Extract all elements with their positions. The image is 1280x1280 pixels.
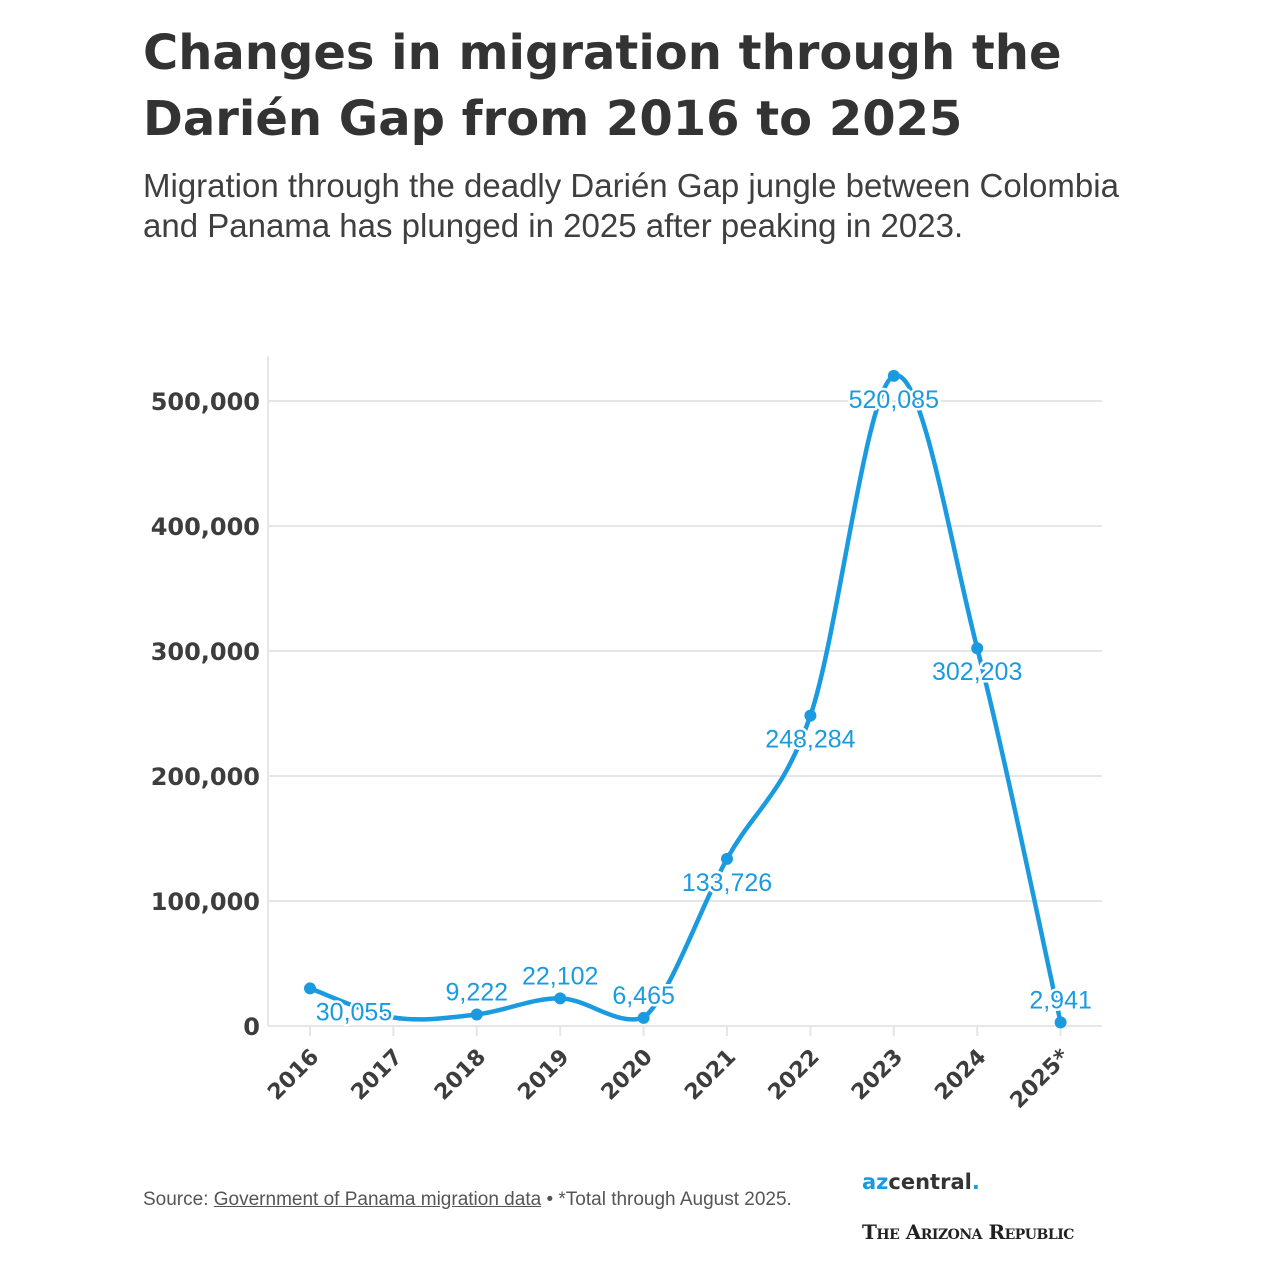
y-tick-label: 500,000 (151, 388, 260, 416)
x-tick-label: 2019 (513, 1045, 574, 1106)
y-tick-label: 0 (243, 1013, 260, 1041)
data-label: 30,055 (316, 998, 392, 1026)
x-axis-ticks: 2016 2017 2018 2019 2020 2021 2022 2023 2024 2025… (263, 1026, 1075, 1114)
source-prefix: Source: (143, 1189, 214, 1210)
data-point (637, 1011, 650, 1024)
x-tick-label: 2017 (347, 1045, 408, 1106)
logo-az: az (862, 1170, 889, 1194)
y-tick-label: 300,000 (151, 638, 260, 666)
x-tick-label: 2020 (597, 1045, 658, 1106)
y-axis-ticks: 0 100,000 200,000 300,000 400,000 500,000 (151, 388, 260, 1041)
data-label: 6,465 (612, 982, 675, 1010)
chart-subtitle: Migration through the deadly Darién Gap … (143, 167, 1119, 244)
source-link[interactable]: Government of Panama migration data (213, 1189, 542, 1210)
x-tick-label: 2018 (430, 1045, 491, 1106)
data-label: 248,284 (765, 726, 855, 754)
data-label: 9,222 (446, 978, 509, 1006)
data-point (721, 852, 733, 865)
data-point (804, 709, 817, 722)
series-line (307, 373, 1063, 1025)
azcentral-logo: azcentral. (862, 1170, 980, 1194)
chart-title: Changes in migration through the Darién … (143, 25, 1062, 147)
footnote: • *Total through August 2025. (541, 1189, 792, 1210)
data-label: 2,941 (1029, 986, 1092, 1014)
x-tick-label: 2023 (847, 1045, 908, 1106)
data-point (304, 982, 316, 995)
y-tick-label: 400,000 (151, 513, 260, 541)
data-label: 302,203 (932, 658, 1022, 686)
data-point (1054, 1016, 1067, 1029)
y-tick-label: 100,000 (151, 888, 260, 916)
data-point (554, 992, 567, 1005)
logo-central: central (888, 1170, 972, 1194)
source-note: Source: Government of Panama migration d… (143, 1186, 803, 1214)
arizona-republic-logo: The Arizona Republic (862, 1220, 1074, 1244)
data-label: 520,085 (849, 386, 939, 414)
x-tick-label: 2022 (764, 1045, 825, 1106)
x-tick-label: 2024 (930, 1045, 991, 1106)
x-tick-label: 2021 (680, 1045, 741, 1106)
y-tick-label: 200,000 (151, 763, 260, 791)
x-tick-label: 2016 (263, 1045, 324, 1106)
grid-lines (267, 356, 1102, 1027)
data-point (887, 369, 900, 382)
data-label: 133,726 (682, 869, 772, 897)
data-labels: 30,055 9,222 22,102 6,465 133,726 248,284 520,… (313, 383, 1094, 1029)
line-chart: 0 100,000 200,000 300,000 400,000 500,000 201… (151, 356, 1102, 1114)
data-points (304, 369, 1067, 1029)
data-point (470, 1008, 483, 1021)
x-tick-label: 2025* (1006, 1044, 1075, 1113)
series-line-path (307, 373, 1063, 1025)
data-label: 22,102 (522, 962, 598, 990)
data-point (971, 642, 984, 655)
logo-dot: . (971, 1170, 980, 1194)
